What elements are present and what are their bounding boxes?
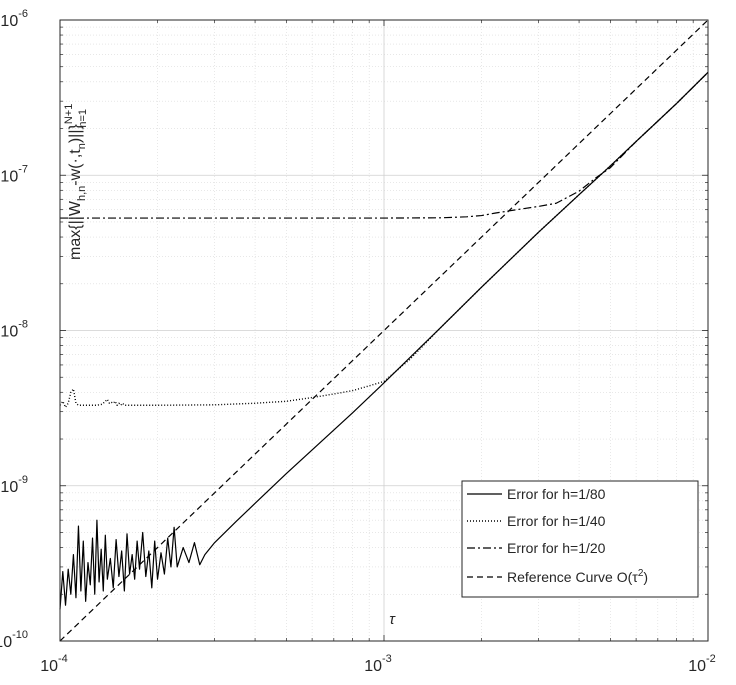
- y-tick-label-exp: -10: [12, 629, 28, 641]
- legend-reference-tail: ): [643, 569, 648, 585]
- y-tick-label-exp: -9: [18, 474, 28, 486]
- y-tick-label: 10-9: [0, 474, 28, 496]
- y-tick-label: 10-7: [0, 163, 28, 185]
- y-axis-label-end: )||}: [67, 124, 84, 144]
- legend-label-h40: Error for h=1/40: [507, 513, 606, 529]
- series-line-2: [60, 71, 709, 219]
- x-tick-label-base: 10: [688, 658, 706, 675]
- series-line-0: [59, 71, 709, 610]
- x-tick-label-base: 10: [40, 658, 58, 675]
- legend-label-h20: Error for h=1/20: [507, 540, 606, 556]
- x-tick-label: 10-3: [364, 653, 392, 675]
- y-axis-label-sub3: n=1: [77, 109, 89, 128]
- axis-ticks: [59, 19, 709, 642]
- x-tick-label-exp: -3: [382, 653, 392, 665]
- legend-reference-sup: 2: [638, 568, 644, 579]
- y-tick-label-base: 10: [0, 479, 18, 496]
- x-tick-label-exp: -4: [58, 653, 68, 665]
- y-tick-label-base: 10: [0, 324, 18, 341]
- y-tick-label-base: 10: [0, 168, 18, 185]
- x-tick-label-exp: -2: [706, 653, 716, 665]
- y-tick-label-exp: -7: [18, 163, 28, 175]
- y-axis-label-sub2: n: [76, 143, 88, 149]
- y-axis-label-main: max{||W: [67, 200, 84, 260]
- x-axis-label: τ: [389, 611, 396, 628]
- legend-label-h80: Error for h=1/80: [507, 486, 606, 502]
- x-tick-label: 10-2: [688, 653, 716, 675]
- y-tick-label-exp: -6: [18, 8, 28, 20]
- y-tick-label-base: 10: [0, 634, 12, 651]
- x-tick-label: 10-4: [40, 653, 68, 675]
- series-layer: [59, 19, 709, 642]
- y-tick-label: 10-6: [0, 8, 28, 30]
- legend-label-reference: Reference Curve O(τ2): [507, 568, 648, 585]
- x-tick-labels: 10-4 10-3 10-2: [40, 653, 716, 675]
- y-tick-label-base: 10: [0, 13, 18, 30]
- y-axis-label-mid: -w(·,t: [67, 149, 84, 186]
- x-tick-label-base: 10: [364, 658, 382, 675]
- legend: Error for h=1/80 Error for h=1/40 Error …: [461, 480, 699, 598]
- legend-reference-text: Reference Curve O(τ: [507, 569, 638, 585]
- y-axis-label-sup: N+1: [63, 104, 75, 125]
- legend-box: [461, 480, 699, 598]
- y-tick-label: 10-10: [0, 629, 28, 651]
- y-tick-label: 10-8: [0, 319, 28, 341]
- y-tick-label-exp: -8: [18, 319, 28, 331]
- y-axis-label-sub1: h,n: [76, 186, 88, 201]
- y-axis-label: max{||Wh,n-w(·,tn)||}N+1 n=1: [63, 104, 89, 260]
